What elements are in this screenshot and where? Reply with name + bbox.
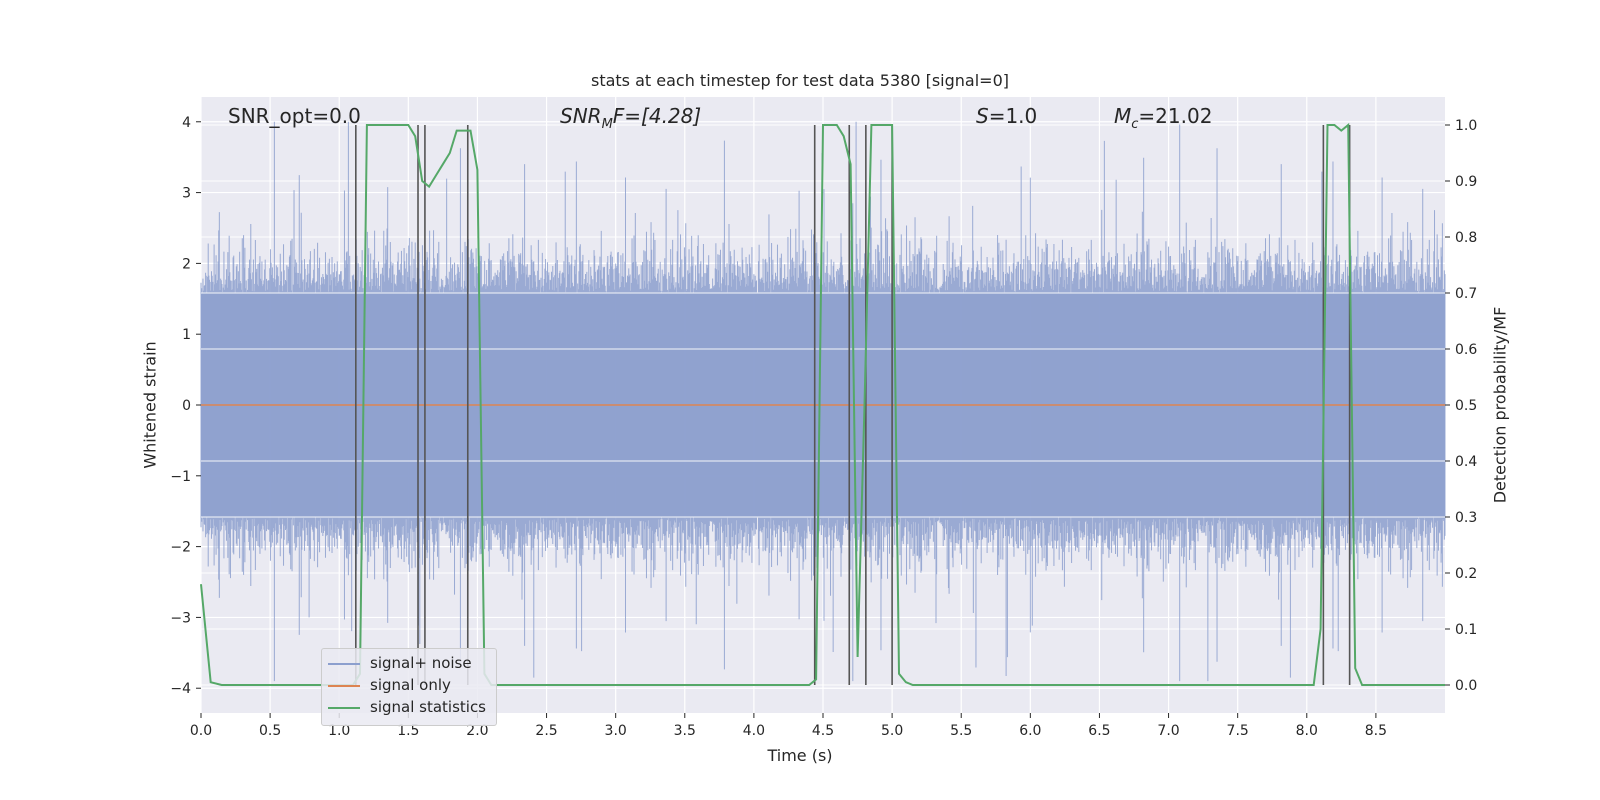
x-tick-label: 2.5 <box>535 723 557 739</box>
x-tick-label: 6.5 <box>1088 723 1110 739</box>
x-tick-label: 2.0 <box>466 723 488 739</box>
y-right-tick-label: 0.4 <box>1455 454 1477 470</box>
legend-item-signal-statistics: signal statistics <box>322 697 496 719</box>
x-tick-label: 7.0 <box>1157 723 1179 739</box>
s-value: =1.0 <box>988 104 1038 128</box>
snr-mf-suffix: F=[4.28] <box>612 104 702 128</box>
y-right-tick-label: 0.2 <box>1455 566 1477 582</box>
x-tick-label: 3.5 <box>674 723 696 739</box>
y-tick-label: 1 <box>182 327 191 343</box>
y-tick-label: 0 <box>182 398 191 414</box>
legend-label-signal-statistics: signal statistics <box>370 698 487 716</box>
chart-title: stats at each timestep for test data 538… <box>590 71 1009 90</box>
x-axis-label: Time (s) <box>767 746 833 765</box>
x-tick-label: 8.5 <box>1365 723 1387 739</box>
legend-label-signal-noise: signal+ noise <box>370 654 472 672</box>
s-annotation: S=1.0 <box>976 104 1037 128</box>
y-right-tick-label: 0.8 <box>1455 230 1477 246</box>
x-tick-label: 4.5 <box>812 723 834 739</box>
y-tick-label: −4 <box>170 681 191 697</box>
x-tick-label: 8.0 <box>1296 723 1318 739</box>
snr-mf-subscript: M <box>601 117 613 132</box>
y-tick-label: 2 <box>182 256 191 272</box>
mc-symbol: M <box>1114 104 1132 128</box>
x-tick-label: 5.5 <box>950 723 972 739</box>
legend-item-signal-only: signal only <box>322 675 496 697</box>
x-tick-label: 7.5 <box>1227 723 1249 739</box>
y-right-tick-label: 0.5 <box>1455 398 1477 414</box>
y-tick-label: 4 <box>182 115 191 131</box>
mc-annotation: Mc=21.02 <box>1114 104 1212 132</box>
s-symbol: S <box>976 104 989 128</box>
legend-swatch-signal-only <box>328 685 360 687</box>
legend-label-signal-only: signal only <box>370 676 451 694</box>
y-axis-label-left: Whitened strain <box>140 341 160 469</box>
y-tick-label: −3 <box>170 610 191 626</box>
y-right-tick-label: 0.9 <box>1455 174 1477 190</box>
mc-subscript: c <box>1131 117 1139 132</box>
x-tick-label: 3.0 <box>605 723 627 739</box>
y-right-tick-label: 1.0 <box>1455 118 1477 134</box>
legend-item-signal-noise: signal+ noise <box>322 653 496 675</box>
x-tick-label: 0.0 <box>190 723 212 739</box>
x-tick-label: 5.0 <box>881 723 903 739</box>
snr-opt-annotation: SNR_opt=0.0 <box>228 104 361 128</box>
y-right-tick-label: 0.6 <box>1455 342 1477 358</box>
legend-swatch-signal-statistics <box>328 707 360 709</box>
x-tick-label: 4.0 <box>743 723 765 739</box>
legend: signal+ noise signal only signal statist… <box>321 648 497 726</box>
x-tick-label: 1.0 <box>328 723 350 739</box>
mc-value: =21.02 <box>1138 104 1213 128</box>
x-tick-label: 0.5 <box>259 723 281 739</box>
snr-mf-annotation: SNRMF=[4.28] <box>560 104 701 132</box>
legend-swatch-signal-noise <box>328 663 360 665</box>
x-tick-label: 1.5 <box>397 723 419 739</box>
snr-mf-symbol: SNR <box>560 104 602 128</box>
y-right-tick-label: 0.3 <box>1455 510 1477 526</box>
y-right-tick-label: 0.7 <box>1455 286 1477 302</box>
y-tick-label: 3 <box>182 186 191 202</box>
y-right-tick-label: 0.0 <box>1455 678 1477 694</box>
signal-statistics-line <box>200 122 1445 686</box>
y-axis-label-right: Detection probability/MF <box>1490 306 1510 504</box>
x-tick-label: 6.0 <box>1019 723 1041 739</box>
y-right-tick-label: 0.1 <box>1455 622 1477 638</box>
y-tick-label: −2 <box>170 540 191 556</box>
y-tick-label: −1 <box>170 469 191 485</box>
